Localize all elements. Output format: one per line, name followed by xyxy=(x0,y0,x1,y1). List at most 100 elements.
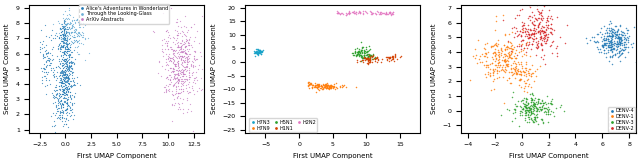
Point xyxy=(321,85,331,88)
Point xyxy=(604,59,614,62)
Point xyxy=(616,38,626,41)
Point xyxy=(163,48,173,51)
Point xyxy=(67,64,77,66)
Point xyxy=(58,77,68,80)
Point xyxy=(56,46,67,48)
Point xyxy=(312,85,322,88)
Point xyxy=(178,89,188,92)
Point xyxy=(368,12,378,15)
Point xyxy=(485,62,495,65)
Point xyxy=(55,81,65,83)
Point xyxy=(67,51,77,53)
Point xyxy=(54,93,65,95)
Point xyxy=(61,91,71,94)
Point xyxy=(321,86,332,89)
Point xyxy=(509,109,520,111)
Point xyxy=(349,12,359,14)
Point xyxy=(158,54,168,57)
Point xyxy=(602,32,612,35)
Point xyxy=(489,51,499,53)
Point xyxy=(61,3,72,5)
Point xyxy=(610,36,620,39)
Point xyxy=(168,49,178,52)
Point xyxy=(538,37,548,39)
Point xyxy=(499,68,509,71)
Point xyxy=(72,19,83,22)
Point xyxy=(66,86,76,89)
Point xyxy=(161,30,171,33)
Point xyxy=(59,59,69,62)
Point xyxy=(543,24,553,26)
Point xyxy=(516,86,526,88)
Point xyxy=(60,47,70,50)
Point xyxy=(74,23,84,26)
Point xyxy=(56,99,66,102)
Point xyxy=(486,88,496,91)
Point xyxy=(324,88,335,90)
Point xyxy=(66,97,76,100)
Point xyxy=(75,23,85,26)
Point xyxy=(63,82,74,85)
Point xyxy=(519,79,529,82)
Point xyxy=(523,36,533,39)
Point xyxy=(56,107,66,110)
Point xyxy=(59,132,69,135)
Point xyxy=(526,100,536,103)
Point xyxy=(489,70,499,73)
Point xyxy=(63,90,73,93)
Point xyxy=(512,54,522,56)
Point xyxy=(383,56,394,59)
Point xyxy=(189,64,200,67)
Point xyxy=(522,97,532,100)
Point xyxy=(172,79,182,81)
Point xyxy=(539,29,549,32)
Point xyxy=(528,103,538,105)
Point xyxy=(323,87,333,90)
Point xyxy=(521,100,531,103)
Point xyxy=(616,42,627,44)
Point xyxy=(180,79,190,82)
Point xyxy=(592,46,602,49)
Point xyxy=(72,35,83,37)
Point xyxy=(367,54,377,57)
Point xyxy=(609,31,620,34)
Point xyxy=(626,42,636,45)
Point xyxy=(50,114,60,117)
Point xyxy=(488,79,498,82)
Point xyxy=(307,85,317,88)
Point xyxy=(500,60,511,63)
Point xyxy=(520,67,531,69)
Point xyxy=(606,48,616,50)
Point xyxy=(310,86,320,89)
Point xyxy=(522,109,532,111)
Point xyxy=(172,76,182,78)
Point xyxy=(192,30,202,33)
Point xyxy=(483,51,493,53)
Point xyxy=(388,55,399,58)
Point xyxy=(66,32,76,34)
Point xyxy=(493,70,504,72)
Point xyxy=(516,28,527,31)
Point xyxy=(631,60,640,63)
Point xyxy=(537,99,547,102)
Point xyxy=(540,110,550,112)
Point xyxy=(529,26,539,29)
Point xyxy=(536,107,546,110)
Point xyxy=(68,81,79,84)
Point xyxy=(515,110,525,112)
Point xyxy=(317,83,328,86)
Point xyxy=(164,82,174,85)
Point xyxy=(182,110,193,113)
Point xyxy=(184,81,194,83)
Point xyxy=(495,64,505,66)
Point xyxy=(356,59,367,61)
Point xyxy=(348,11,358,14)
Point xyxy=(173,94,184,97)
Point xyxy=(623,50,633,53)
Point xyxy=(607,51,617,53)
Point xyxy=(172,17,182,20)
Point xyxy=(364,58,374,60)
Point xyxy=(523,102,533,104)
Point xyxy=(176,88,186,90)
Point xyxy=(352,52,362,55)
